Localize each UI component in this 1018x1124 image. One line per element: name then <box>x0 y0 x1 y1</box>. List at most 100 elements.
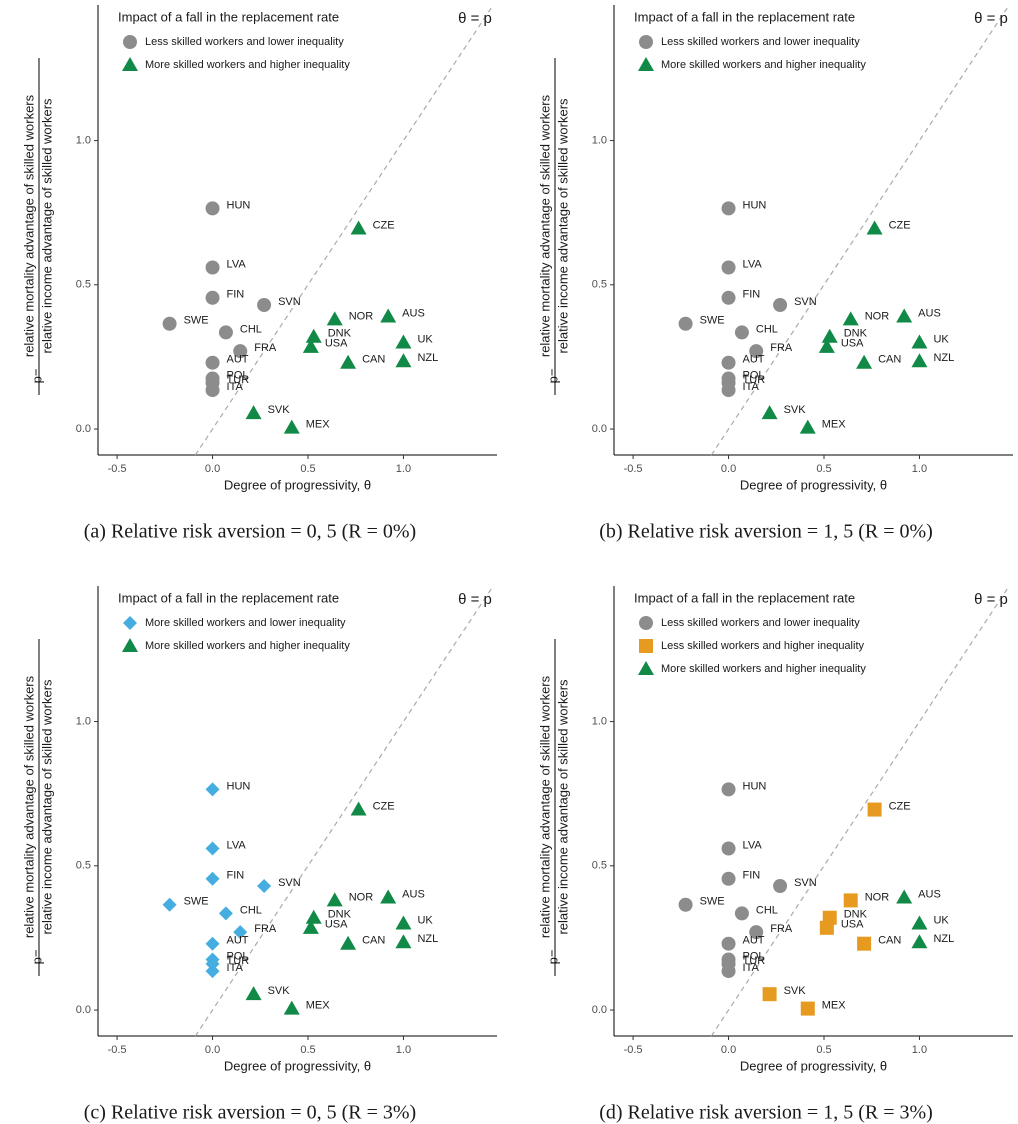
point-label: UK <box>417 914 433 926</box>
point-label: NOR <box>865 310 890 322</box>
point <box>761 405 778 420</box>
x-tick-label: 0.0 <box>721 463 736 475</box>
point-label: TUR <box>743 955 766 967</box>
point-label: LVA <box>227 258 247 270</box>
point <box>205 936 220 951</box>
point-label: HUN <box>227 780 251 792</box>
legend-label: Less skilled workers and higher inequali… <box>661 640 864 652</box>
point <box>395 334 412 349</box>
point-label: FIN <box>743 289 761 301</box>
point <box>911 353 928 368</box>
point <box>721 260 736 275</box>
point <box>896 308 913 323</box>
point-label: CHL <box>756 904 778 916</box>
point <box>205 964 220 979</box>
point <box>819 920 834 935</box>
point <box>302 338 319 353</box>
point <box>205 383 220 398</box>
point <box>799 419 816 434</box>
chart-panel: -0.5 0.0 0.5 1.0 0.0 0.5 1.0 Degree of progress… <box>21 585 497 1124</box>
point-label: NZL <box>933 352 954 364</box>
point <box>857 936 872 951</box>
point-label: SVN <box>794 877 817 889</box>
point-label: UK <box>417 333 433 345</box>
point-label: DNK <box>844 909 868 921</box>
point-label: POL <box>227 950 249 962</box>
point <box>821 328 838 343</box>
x-tick-label: 0.5 <box>300 463 315 475</box>
x-tick-label: -0.5 <box>108 1044 127 1056</box>
point-label: NZL <box>417 933 438 945</box>
point <box>233 925 248 940</box>
y-tick-label: 0.5 <box>76 279 91 291</box>
point-label: USA <box>325 338 348 350</box>
point <box>734 325 749 340</box>
point-label: LVA <box>743 258 763 270</box>
point <box>721 290 736 305</box>
reference-label: θ = p <box>458 10 492 27</box>
reference-label: θ = p <box>458 591 492 608</box>
y-axis-prefix: p= <box>29 369 44 384</box>
y-tick-label: 1.0 <box>592 134 607 146</box>
point <box>762 987 777 1002</box>
point-label: UK <box>933 333 949 345</box>
point-label: SWE <box>184 315 209 327</box>
point-label: ITA <box>743 962 760 974</box>
legend-marker <box>638 57 654 71</box>
point-label: POL <box>743 950 765 962</box>
point <box>380 889 397 904</box>
x-tick-label: -0.5 <box>624 1044 643 1056</box>
x-axis-title: Degree of progressivity, θ <box>224 477 371 492</box>
point <box>350 801 367 816</box>
reference-label: θ = p <box>974 591 1008 608</box>
point <box>843 893 858 908</box>
point-label: FRA <box>770 923 793 935</box>
point <box>721 782 736 797</box>
x-tick-label: 0.0 <box>721 1044 736 1056</box>
caption: (c) Relative risk aversion = 0, 5 (R = 3… <box>84 1102 416 1124</box>
point <box>205 871 220 886</box>
point <box>205 841 220 856</box>
x-tick-label: -0.5 <box>108 463 127 475</box>
y-tick-label: 0.5 <box>592 279 607 291</box>
point-label: POL <box>227 369 249 381</box>
y-axis-prefix: p= <box>545 369 560 384</box>
point-label: CZE <box>889 219 911 231</box>
point-label: TUR <box>743 374 766 386</box>
legend-label: More skilled workers and higher inequali… <box>661 59 866 71</box>
point <box>283 1000 300 1015</box>
point <box>395 915 412 930</box>
y-tick-label: 0.0 <box>76 1004 91 1016</box>
point <box>721 383 736 398</box>
point <box>749 925 764 940</box>
point <box>380 308 397 323</box>
point <box>205 201 220 216</box>
point-label: SVN <box>278 877 301 889</box>
legend-marker <box>639 639 653 653</box>
point-label: SVK <box>268 985 291 997</box>
point-label: FRA <box>254 923 277 935</box>
point-label: FRA <box>254 342 277 354</box>
point <box>678 897 693 912</box>
point <box>205 260 220 275</box>
point <box>205 956 220 971</box>
point-label: AUS <box>402 888 425 900</box>
point-label: CHL <box>240 323 262 335</box>
point <box>245 405 262 420</box>
y-axis-denominator: relative income advantage of skilled wor… <box>39 98 54 354</box>
point <box>257 879 272 893</box>
legend-label: More skilled workers and lower inequalit… <box>145 617 346 629</box>
point-label: SWE <box>700 315 725 327</box>
point-label: HUN <box>743 199 767 211</box>
point <box>749 344 764 359</box>
y-axis-numerator: relative mortality advantage of skilled … <box>537 94 552 357</box>
point <box>205 290 220 305</box>
point <box>283 419 300 434</box>
point-label: NZL <box>417 352 438 364</box>
y-axis-denominator: relative income advantage of skilled wor… <box>555 679 570 935</box>
x-tick-label: 1.0 <box>396 463 411 475</box>
point-label: CZE <box>373 800 395 812</box>
point <box>205 355 220 370</box>
chart-panel: -0.5 0.0 0.5 1.0 0.0 0.5 1.0 Degree of progress… <box>537 4 1013 543</box>
